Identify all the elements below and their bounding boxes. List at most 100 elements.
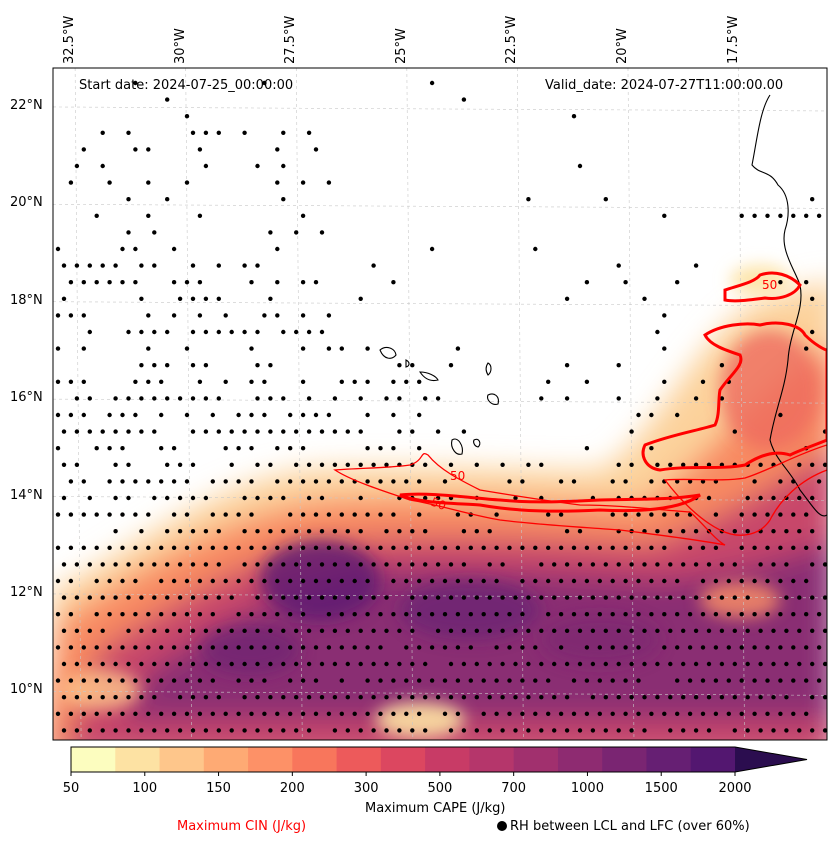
rh-dot xyxy=(339,612,344,617)
rh-dot xyxy=(55,711,61,716)
rh-dot xyxy=(249,545,254,550)
rh-dot xyxy=(693,529,699,534)
rh-dot xyxy=(190,429,196,434)
rh-dot xyxy=(616,363,621,368)
rh-dot xyxy=(133,412,138,418)
rh-dot xyxy=(384,695,389,700)
rh-dot xyxy=(584,678,590,683)
rh-dot xyxy=(152,396,157,401)
rh-dot xyxy=(300,313,306,318)
rh-dot xyxy=(397,429,402,434)
rh-dot xyxy=(706,595,712,600)
rh-dot xyxy=(739,578,744,584)
rh-dot xyxy=(107,180,112,185)
rh-dot xyxy=(61,595,67,600)
rh-dot xyxy=(326,711,332,716)
rh-dot xyxy=(68,512,74,517)
rh-dot xyxy=(797,462,802,467)
rh-dot xyxy=(203,695,209,700)
rh-dot xyxy=(636,645,641,650)
rh-dot xyxy=(816,612,822,617)
rh-dot xyxy=(326,346,332,351)
rh-dot xyxy=(597,645,602,650)
rh-dot xyxy=(81,545,87,550)
rh-dot xyxy=(739,545,744,550)
rh-dot xyxy=(429,645,435,650)
rh-dot xyxy=(339,545,344,550)
colorbar-segment xyxy=(203,747,249,772)
rh-dot xyxy=(74,562,80,567)
rh-dot xyxy=(146,180,151,185)
rh-dot xyxy=(203,661,209,667)
rh-dot xyxy=(791,678,796,683)
rh-dot xyxy=(791,545,796,550)
rh-dot xyxy=(159,578,164,584)
rh-dot xyxy=(745,595,750,600)
rh-dot xyxy=(171,446,177,451)
rh-dot xyxy=(668,562,673,567)
rh-dot xyxy=(513,661,518,667)
rh-dot xyxy=(616,562,621,567)
rh-dot xyxy=(313,512,319,517)
rh-dot xyxy=(288,678,293,683)
rh-dot xyxy=(675,612,680,617)
rh-dot xyxy=(190,695,196,700)
rh-dot xyxy=(242,728,247,733)
rh-dot xyxy=(358,396,363,401)
rh-dot xyxy=(281,396,286,401)
rh-dot xyxy=(300,479,306,484)
rh-dot xyxy=(739,645,744,650)
lon-tick-label: 17.5°W xyxy=(725,15,741,64)
rh-dot xyxy=(391,280,396,285)
rh-dot xyxy=(262,612,267,617)
rh-dot xyxy=(190,661,196,667)
rh-dot xyxy=(352,645,357,650)
rh-dot xyxy=(133,645,138,650)
rh-dot xyxy=(410,661,415,667)
rh-dot xyxy=(146,346,151,351)
rh-dot xyxy=(675,512,680,517)
rh-dot xyxy=(281,695,286,700)
rh-dot xyxy=(365,512,370,517)
rh-dot xyxy=(494,711,499,716)
rh-dot xyxy=(236,545,241,550)
gridlines xyxy=(53,68,827,740)
rh-dot xyxy=(68,412,74,418)
rh-dot xyxy=(146,545,151,550)
cape-verde-island-4 xyxy=(487,393,499,405)
colorbar-tick-label: 500 xyxy=(427,781,453,796)
rh-dot xyxy=(190,562,196,567)
rh-dot xyxy=(732,628,737,633)
rh-dot xyxy=(249,379,254,384)
rh-dot xyxy=(197,612,203,617)
rh-dot xyxy=(687,479,693,484)
rh-dot xyxy=(810,595,815,600)
rh-dot xyxy=(197,678,203,683)
rh-dot xyxy=(649,479,654,484)
rh-dot xyxy=(448,595,454,600)
rh-dot xyxy=(223,446,228,451)
rh-dot xyxy=(571,479,577,484)
rh-dot xyxy=(319,628,325,633)
rh-dot xyxy=(513,595,518,600)
colorbar-segment xyxy=(557,747,603,772)
rh-dot xyxy=(126,396,131,401)
rh-dot xyxy=(822,695,827,700)
rh-dot xyxy=(177,296,183,301)
rh-dot xyxy=(804,512,809,517)
rh-dot xyxy=(500,695,505,700)
rh-dot xyxy=(126,661,131,667)
rh-dot xyxy=(577,529,583,534)
lat-tick-label: 22°N xyxy=(10,97,43,113)
rh-dot xyxy=(300,180,306,185)
rh-dot xyxy=(126,695,131,700)
rh-dot xyxy=(352,612,357,617)
rh-dot xyxy=(687,545,693,550)
lon-tick-label: 25°W xyxy=(393,28,409,64)
rh-dot xyxy=(474,728,479,733)
rh-dot xyxy=(752,711,757,716)
rh-dot xyxy=(668,628,673,633)
cin-legend-label: Maximum CIN (J/kg) xyxy=(177,819,307,834)
rh-dot xyxy=(81,711,87,716)
rh-dot xyxy=(197,545,203,550)
